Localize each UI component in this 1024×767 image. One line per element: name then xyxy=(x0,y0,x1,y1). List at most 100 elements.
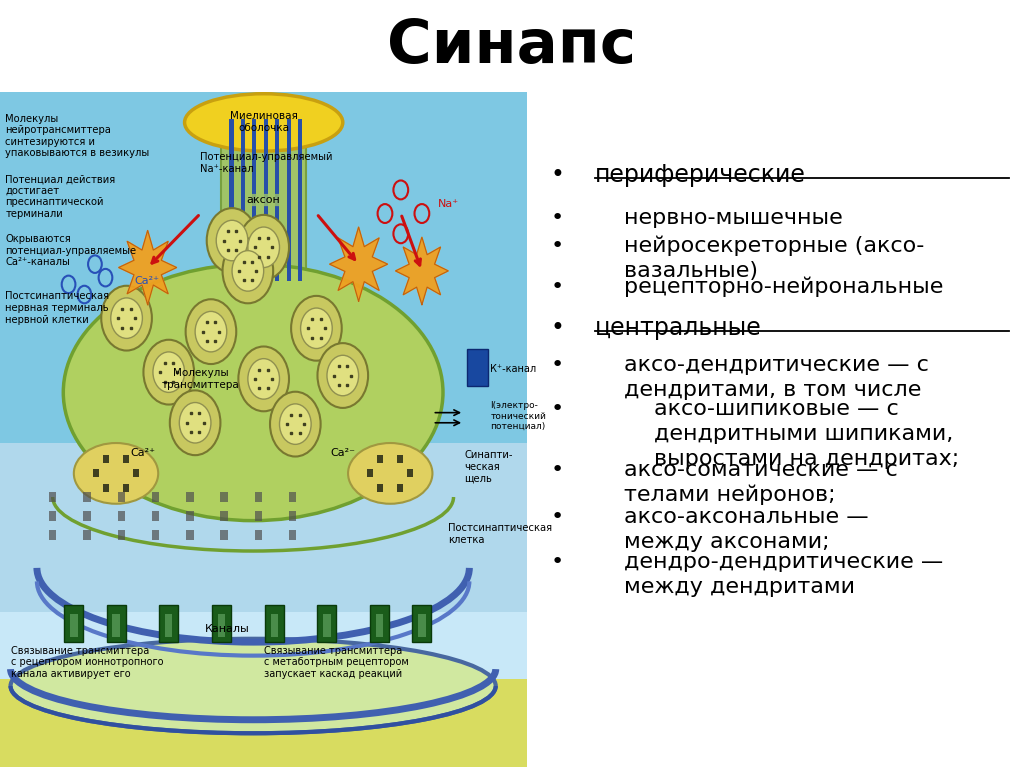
Text: •: • xyxy=(550,460,563,480)
Bar xyxy=(367,469,374,477)
Circle shape xyxy=(179,403,211,443)
Bar xyxy=(220,530,227,539)
Text: аксо-дендритические — с
дендритами, в том числе: аксо-дендритические — с дендритами, в то… xyxy=(625,355,929,400)
Ellipse shape xyxy=(184,94,343,151)
Text: •: • xyxy=(550,355,563,375)
Bar xyxy=(49,530,56,539)
Bar xyxy=(275,119,280,281)
Text: центральные: центральные xyxy=(595,316,762,340)
Bar xyxy=(289,511,296,521)
Circle shape xyxy=(270,392,321,456)
Text: Окрываются
потенциал-управляемые
Ca²⁺-каналы: Окрываются потенциал-управляемые Ca²⁺-ка… xyxy=(5,234,136,267)
Text: Связывание трансмиттера
с метаботрным рецептором
запускает каскад реакций: Связывание трансмиттера с метаботрным ре… xyxy=(264,646,409,679)
Bar xyxy=(186,492,194,502)
Circle shape xyxy=(232,251,264,291)
Bar xyxy=(252,119,256,281)
Bar xyxy=(152,530,160,539)
Bar xyxy=(123,484,129,492)
Bar xyxy=(160,605,178,642)
Text: аксо-соматические — с
телами нейронов;: аксо-соматические — с телами нейронов; xyxy=(625,460,898,505)
Bar xyxy=(118,492,125,502)
Text: Миелиновая
оболочка: Миелиновая оболочка xyxy=(229,111,298,133)
Circle shape xyxy=(101,286,152,351)
Text: Синапс: Синапс xyxy=(387,17,637,75)
Text: дендро-дендритические —
между дендритами: дендро-дендритические — между дендритами xyxy=(625,552,943,597)
Bar xyxy=(255,511,262,521)
Text: Связывание трансмиттера
с рецептором ионнотропного
канала активирует его: Связывание трансмиттера с рецептором ион… xyxy=(10,646,163,679)
Text: Ca²⁻: Ca²⁻ xyxy=(331,448,355,458)
Text: Na⁺: Na⁺ xyxy=(437,199,459,209)
Text: Молекулы
трансмиттера: Молекулы трансмиттера xyxy=(162,368,240,390)
Text: •: • xyxy=(550,552,563,572)
Bar xyxy=(377,455,383,463)
Bar xyxy=(123,455,129,463)
Text: •: • xyxy=(550,399,563,419)
Bar xyxy=(186,511,194,521)
Bar xyxy=(467,348,487,386)
Bar xyxy=(397,484,403,492)
Text: аксо-шипиковые — с
дендритными шипиками,
выростами на дендритах;: аксо-шипиковые — с дендритными шипиками,… xyxy=(654,399,959,469)
Text: •: • xyxy=(550,208,563,228)
Bar xyxy=(289,492,296,502)
Bar xyxy=(49,492,56,502)
Bar xyxy=(397,455,403,463)
Ellipse shape xyxy=(63,264,443,521)
Circle shape xyxy=(185,299,237,364)
Bar xyxy=(49,511,56,521)
Circle shape xyxy=(143,340,195,404)
Bar xyxy=(265,605,284,642)
Circle shape xyxy=(239,215,289,280)
Text: Синапти-
ческая
щель: Синапти- ческая щель xyxy=(464,450,513,483)
Bar xyxy=(255,492,262,502)
Bar xyxy=(102,455,110,463)
Text: Постсинаптическая
клетка: Постсинаптическая клетка xyxy=(449,523,552,545)
Text: I(электро-
тонический
потенциал): I(электро- тонический потенциал) xyxy=(490,401,547,431)
Circle shape xyxy=(248,227,280,268)
Text: рецепторно-нейрональные: рецепторно-нейрональные xyxy=(625,277,943,298)
Circle shape xyxy=(248,359,280,399)
Bar xyxy=(270,614,278,637)
Bar xyxy=(106,605,126,642)
Text: Постсинаптическая
нервная терминаль
нервной клетки: Постсинаптическая нервная терминаль нерв… xyxy=(5,291,110,324)
Bar xyxy=(113,614,120,637)
Ellipse shape xyxy=(10,639,496,733)
Text: нейросекреторные (аксо-
вазальные): нейросекреторные (аксо- вазальные) xyxy=(625,235,925,281)
Bar xyxy=(376,614,383,637)
Text: Молекулы
нейротрансмиттера
синтезируются и
упаковываются в везикулы: Молекулы нейротрансмиттера синтезируются… xyxy=(5,114,150,158)
Circle shape xyxy=(317,343,368,408)
Bar xyxy=(287,119,291,281)
Bar xyxy=(165,614,172,637)
Bar xyxy=(152,511,160,521)
Text: •: • xyxy=(550,277,563,297)
Text: периферические: периферические xyxy=(595,163,806,187)
Text: •: • xyxy=(550,316,564,340)
Text: Потенциал действия
достигает
пресинаптической
терминали: Потенциал действия достигает пресинаптич… xyxy=(5,174,116,219)
Bar xyxy=(152,492,160,502)
Bar xyxy=(218,614,225,637)
Bar xyxy=(317,605,337,642)
Text: аксо-аксональные —
между аксонами;: аксо-аксональные — между аксонами; xyxy=(625,507,868,552)
Bar xyxy=(0,612,527,680)
Bar xyxy=(418,614,426,637)
Text: Каналы: Каналы xyxy=(205,624,249,634)
Polygon shape xyxy=(395,237,449,304)
Bar xyxy=(241,119,245,281)
Text: •: • xyxy=(550,235,563,256)
Bar xyxy=(408,469,414,477)
Circle shape xyxy=(216,220,248,261)
Ellipse shape xyxy=(74,443,158,504)
Circle shape xyxy=(301,308,332,348)
Text: Потенциал-управляемый
Na⁺-канал: Потенциал-управляемый Na⁺-канал xyxy=(201,152,333,173)
Bar xyxy=(413,605,431,642)
Bar xyxy=(0,443,527,646)
Circle shape xyxy=(170,390,220,455)
Bar xyxy=(93,469,99,477)
Bar xyxy=(83,492,91,502)
Bar xyxy=(264,119,268,281)
Circle shape xyxy=(222,239,273,303)
Bar xyxy=(212,605,231,642)
Bar xyxy=(289,530,296,539)
Circle shape xyxy=(291,296,342,360)
Circle shape xyxy=(327,355,358,396)
Bar xyxy=(220,511,227,521)
